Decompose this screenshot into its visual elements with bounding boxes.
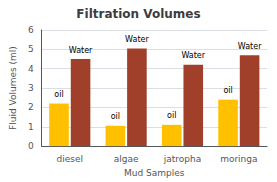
svg-text:Fluid Volumes (ml): Fluid Volumes (ml) [8,46,18,130]
svg-text:moringa: moringa [220,154,257,164]
svg-text:oil: oil [167,111,176,120]
svg-text:2: 2 [28,102,34,112]
svg-text:Water: Water [238,42,262,51]
svg-text:oil: oil [54,90,63,99]
svg-text:oil: oil [111,112,120,121]
svg-text:1: 1 [28,122,34,132]
svg-text:diesel: diesel [57,154,83,164]
svg-text:algae: algae [114,154,139,164]
svg-text:6: 6 [28,25,34,35]
svg-text:Mud Samples: Mud Samples [124,168,185,178]
svg-text:Water: Water [125,35,149,44]
svg-text:Water: Water [69,46,93,55]
svg-text:jatropha: jatropha [163,154,202,164]
svg-text:4: 4 [28,64,34,74]
svg-text:oil: oil [223,86,232,95]
svg-text:3: 3 [28,83,34,93]
svg-text:Filtration Volumes: Filtration Volumes [76,7,200,21]
svg-text:0: 0 [28,141,34,151]
svg-text:Water: Water [181,51,205,60]
svg-text:5: 5 [28,44,34,54]
